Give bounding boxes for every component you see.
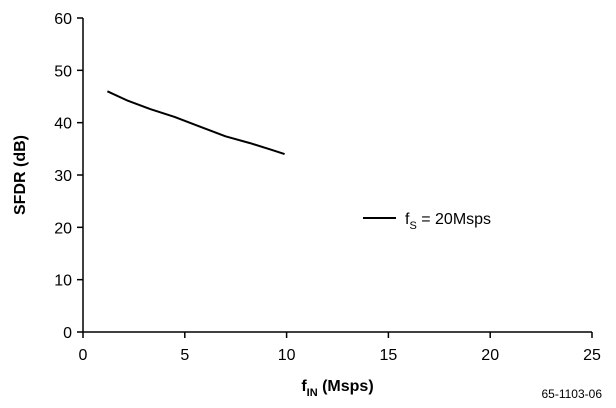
x-tick-label: 10 [278, 347, 296, 364]
x-axis-title-subscript: IN [307, 387, 318, 399]
x-tick-label: 0 [79, 347, 88, 364]
legend-label-fs-20msps: fS = 20Msps [405, 211, 491, 232]
x-axis-title-main: f [301, 378, 307, 395]
y-tick-label: 60 [54, 11, 72, 28]
x-tick-label: 5 [180, 347, 189, 364]
y-axis-title: SFDR (dB) [12, 135, 29, 215]
x-tick-label: 25 [583, 347, 601, 364]
y-tick-label: 10 [54, 273, 72, 290]
axes [82, 18, 592, 333]
y-tick-label: 0 [63, 325, 72, 342]
x-ticks: 0 5 10 15 20 25 [79, 332, 601, 364]
legend-label-rest: = 20Msps [417, 211, 491, 228]
y-tick-label: 40 [54, 116, 72, 133]
x-axis-title: fIN (Msps) [301, 378, 373, 399]
x-tick-label: 15 [380, 347, 398, 364]
y-tick-label: 50 [54, 63, 72, 80]
x-axis-title-unit: (Msps) [318, 378, 374, 395]
series-line-fs-20msps [106, 90, 285, 156]
legend-label-main: f [405, 211, 410, 228]
legend-label-subscript: S [409, 220, 416, 232]
y-tick-label: 30 [54, 168, 72, 185]
x-tick-label: 20 [481, 347, 499, 364]
legend: fS = 20Msps [363, 211, 491, 232]
figure-id: 65-1103-06 [542, 387, 603, 401]
y-tick-label: 20 [54, 220, 72, 237]
y-ticks: 0 10 20 30 40 50 60 [54, 11, 83, 342]
plot-area [106, 90, 285, 156]
